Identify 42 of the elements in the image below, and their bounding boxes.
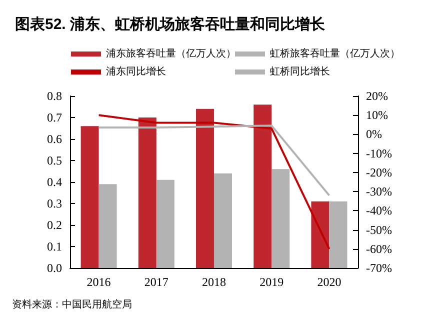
y-tick-label: 0.2	[47, 218, 62, 232]
bar	[196, 108, 214, 268]
x-tick-label: 2018	[202, 275, 226, 289]
y2-tick-label: -30%	[366, 184, 392, 199]
y2-tick-label: -70%	[366, 261, 392, 275]
legend-label: 浦东同比增长	[106, 66, 166, 78]
y2-tick-label: -40%	[366, 204, 392, 218]
line-series	[98, 124, 330, 196]
x-tick-label: 2017	[144, 275, 168, 289]
line-series	[98, 114, 330, 250]
y2-tick-label: 0%	[366, 127, 382, 142]
y2-tick-label: -50%	[366, 222, 392, 237]
y-tick-label: 0.3	[47, 196, 62, 210]
legend-label: 虹桥同比增长	[270, 66, 330, 78]
x-tick-label: 2016	[86, 275, 111, 289]
y-tick-label: 0.1	[47, 240, 62, 254]
x-tick-label: 2020	[317, 275, 342, 289]
legend-label: 虹桥旅客吞吐量（亿万人次）	[270, 48, 400, 60]
legend-label: 浦东旅客吞吐量（亿万人次）	[106, 48, 236, 60]
bar	[329, 201, 348, 268]
text: 资料来源：中国民用航空局	[12, 298, 132, 310]
y2-tick-label: 20%	[366, 89, 388, 103]
bar	[214, 173, 232, 268]
y2-tick-label: 10%	[366, 108, 388, 122]
bar	[311, 201, 330, 268]
chart-title: 图表52. 浦东、虹桥机场旅客吞吐量和同比增长	[15, 15, 326, 33]
y2-tick-label: -60%	[366, 242, 392, 256]
y-tick-label: 0.7	[47, 110, 62, 124]
bar	[98, 184, 117, 268]
y-tick-label: 0.8	[47, 89, 62, 103]
bar	[272, 169, 290, 268]
bar	[80, 126, 99, 268]
bar	[156, 180, 174, 268]
bar	[254, 104, 272, 268]
y-tick-label: 0.0	[47, 261, 62, 275]
bar	[138, 118, 156, 268]
y-tick-label: 0.6	[47, 132, 62, 146]
y-tick-label: 0.4	[47, 175, 62, 189]
y2-tick-label: -20%	[366, 165, 392, 180]
y-tick-label: 0.5	[47, 154, 62, 168]
x-tick-label: 2019	[260, 275, 284, 289]
y2-tick-label: -10%	[366, 146, 392, 160]
